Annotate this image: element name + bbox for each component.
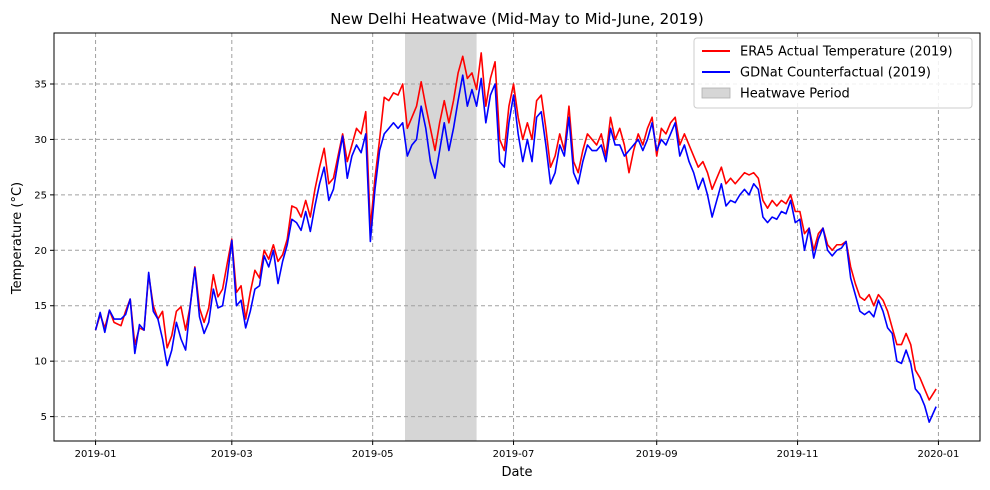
axis-ticks: 2019-01 2019-03 2019-05 2019-07 2019-09 2019-… xyxy=(34,80,959,461)
y-tick-label: 15 xyxy=(34,301,47,312)
chart-title: New Delhi Heatwave (Mid-May to Mid-June,… xyxy=(330,10,703,28)
legend-item-era5-label: ERA5 Actual Temperature (2019) xyxy=(740,45,953,60)
legend-item-heatwave-label: Heatwave Period xyxy=(740,87,850,102)
x-tick-label: 2019-05 xyxy=(352,449,394,460)
x-tick-label: 2020-01 xyxy=(918,449,960,460)
y-tick-label: 5 xyxy=(41,412,47,423)
y-tick-label: 30 xyxy=(34,135,47,146)
grid xyxy=(54,33,980,441)
y-tick-label: 35 xyxy=(34,80,47,91)
y-axis-label: Temperature (°C) xyxy=(10,182,25,295)
series-line-era5-actual xyxy=(94,52,937,401)
series-line-gdnat-counterfactual xyxy=(94,74,937,423)
y-tick-label: 25 xyxy=(34,190,47,201)
plot-frame xyxy=(53,32,981,442)
x-tick-label: 2019-01 xyxy=(75,449,117,460)
y-tick-label: 20 xyxy=(34,246,47,257)
series-layer xyxy=(94,52,937,423)
y-tick-label: 10 xyxy=(34,357,47,368)
legend: ERA5 Actual Temperature (2019) GDNat Coun… xyxy=(693,37,973,109)
legend-item-gdnat-label: GDNat Counterfactual (2019) xyxy=(740,66,931,81)
x-tick-label: 2019-09 xyxy=(636,449,678,460)
x-tick-label: 2019-11 xyxy=(777,449,819,460)
x-tick-label: 2019-03 xyxy=(211,449,253,460)
x-axis-label: Date xyxy=(501,465,532,480)
x-tick-label: 2019-07 xyxy=(493,449,535,460)
legend-box xyxy=(693,37,973,109)
legend-item-heatwave-swatch xyxy=(701,87,731,99)
